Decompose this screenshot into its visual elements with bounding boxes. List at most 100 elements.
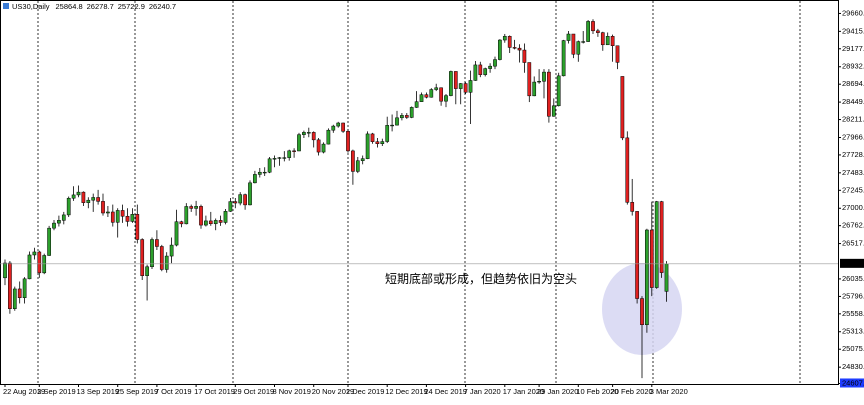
header-value: 25864.8 — [56, 2, 83, 11]
candle-body — [52, 222, 56, 229]
candle-body — [365, 133, 370, 159]
candle-body — [223, 211, 228, 223]
x-tick-label: 10 Feb 2020 — [576, 387, 618, 396]
candle-body — [654, 201, 659, 288]
candle-body — [449, 71, 453, 96]
y-tick-label: 28694.0 — [842, 79, 864, 88]
candle-body — [204, 220, 208, 226]
candle-body — [512, 47, 517, 49]
annotation: 短期底部或形成，但趋势依旧为空头 — [385, 271, 577, 286]
header-icon — [3, 3, 9, 9]
candle-body — [473, 64, 478, 81]
candle-body — [360, 158, 365, 161]
candle-body — [306, 132, 311, 134]
candle-body — [61, 214, 66, 221]
x-tick-label: 22 Aug 2019 — [3, 387, 45, 396]
x-tick-label: 8 Nov 2019 — [273, 387, 311, 396]
candle-body — [32, 251, 37, 256]
x-tick-label: 2 Dec 2019 — [346, 387, 384, 396]
candle-body — [409, 107, 414, 118]
candle-body — [468, 80, 473, 93]
candle-body — [390, 124, 394, 127]
x-tick-label: 29 Jan 2020 — [537, 387, 578, 396]
y-tick-label: 28211.0 — [842, 115, 864, 124]
candle-body — [630, 202, 635, 212]
y-tick-label: 29177.5 — [842, 44, 864, 53]
y-tick-label: 25796.0 — [842, 291, 864, 300]
candle-body — [346, 131, 350, 152]
candle-body — [96, 197, 100, 202]
candle-body — [287, 150, 292, 158]
candle-body — [385, 125, 390, 142]
candle-body — [71, 194, 76, 199]
candle-body — [645, 229, 649, 326]
candle-body — [400, 115, 404, 119]
candle-body — [253, 174, 257, 184]
candle-body — [110, 211, 115, 223]
candle-body — [331, 125, 336, 131]
candle-body — [537, 81, 541, 83]
candle-body — [375, 141, 380, 144]
candle-body — [194, 206, 198, 209]
candle-body — [267, 158, 272, 173]
candle-body — [591, 21, 595, 32]
candle-body — [101, 201, 105, 214]
candle-body — [444, 95, 448, 102]
y-tick-label: 27000.0 — [842, 203, 864, 212]
candle-body — [434, 87, 439, 90]
candle-body — [86, 199, 91, 203]
candle-body — [57, 220, 61, 224]
x-tick-label: 13 Sep 2019 — [77, 387, 120, 396]
candle-body — [635, 211, 639, 299]
candle-body — [233, 201, 238, 204]
candle-body — [208, 220, 213, 225]
candle-body — [238, 194, 243, 204]
candle-body — [664, 263, 669, 292]
x-tick-label: 20 Feb 2020 — [611, 387, 653, 396]
candle-body — [282, 157, 287, 159]
y-tick-label: 24830.0 — [842, 362, 864, 371]
candle-body — [17, 288, 22, 298]
candle-body — [262, 171, 267, 174]
y-tick-label: 29415.5 — [842, 26, 864, 35]
candle-body — [76, 191, 81, 196]
candle-body — [493, 59, 497, 67]
candle-body — [380, 141, 385, 144]
candle-body — [640, 298, 644, 326]
candle-body — [321, 143, 326, 153]
price-label-box — [840, 258, 864, 268]
candle-body — [610, 36, 615, 46]
candle-body — [42, 255, 47, 274]
candle-body — [169, 244, 174, 257]
y-tick-label: 27728.0 — [842, 150, 864, 159]
price-label: 26240.7 — [842, 259, 864, 268]
x-tick-label: 25 Sep 2019 — [116, 387, 159, 396]
x-tick-label: 3 Sep 2019 — [37, 387, 75, 396]
candle-body — [326, 129, 331, 145]
candle-body — [341, 122, 345, 132]
plot-frame — [0, 0, 839, 385]
candle-body — [218, 220, 223, 223]
candle-body — [47, 227, 51, 256]
candle-body — [150, 239, 154, 268]
y-tick-label: 27483.5 — [842, 168, 864, 177]
candle-body — [297, 134, 301, 152]
candle-body — [439, 87, 443, 102]
candle-body — [561, 40, 566, 77]
candle-body — [478, 64, 483, 75]
candle-body — [213, 220, 218, 225]
candle-body — [547, 71, 551, 117]
candle-body — [600, 32, 605, 46]
candle-body — [483, 68, 488, 75]
candle-body — [145, 266, 149, 276]
candle-body — [370, 133, 375, 142]
candle-body — [566, 33, 571, 41]
candle-body — [277, 157, 282, 159]
candle-body — [302, 132, 306, 135]
chart-title: US30,Daily — [12, 2, 50, 11]
candle-body — [625, 137, 630, 203]
candle-body — [351, 150, 355, 172]
candle-body — [155, 239, 159, 247]
candle-body — [502, 36, 507, 41]
